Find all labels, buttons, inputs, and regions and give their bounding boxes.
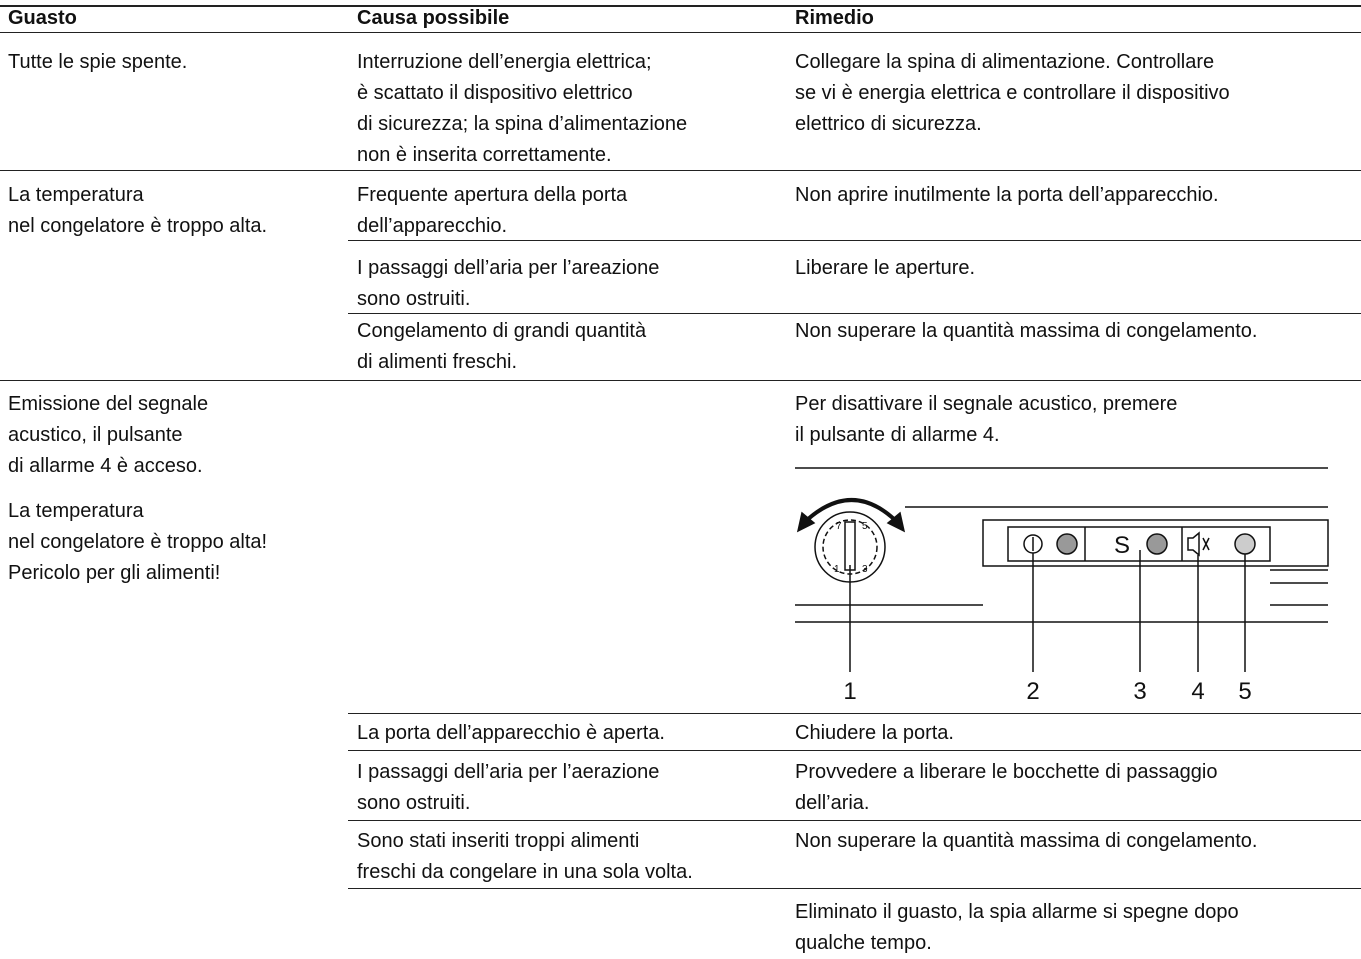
remedy: Non aprire inutilmente la porta dell’app… (795, 184, 1219, 206)
header: Rimedio (795, 7, 874, 29)
remedy: Collegare la spina di alimentazione. Con… (795, 51, 1230, 135)
dial-mark: 5 (862, 521, 868, 532)
dial-mark: 7 (836, 521, 842, 532)
cause: Sono stati inseriti troppi alimenti fres… (357, 830, 693, 883)
rule (0, 32, 1361, 33)
fault: La temperatura nel congelatore è troppo … (8, 184, 268, 237)
fault-note: La temperatura nel congelatore è troppo … (8, 500, 268, 584)
rule (348, 820, 1361, 821)
remedy: Non superare la quantità massima di cong… (795, 830, 1258, 852)
cause: I passaggi dell’aria per l’areazione son… (357, 257, 660, 310)
callout: 1 (843, 678, 856, 705)
cause: Frequente apertura della porta dell’appa… (357, 184, 628, 237)
remedy: Eliminato il guasto, la spia allarme si … (795, 901, 1239, 954)
header: Guasto (8, 7, 77, 29)
remedy: Provvedere a liberare le bocchette di pa… (795, 761, 1218, 814)
header: Causa possibile (357, 7, 510, 29)
callout: 3 (1133, 678, 1146, 705)
rule (348, 750, 1361, 751)
rule (348, 888, 1361, 889)
remedy: Per disattivare il segnale acustico, pre… (795, 393, 1178, 446)
cause: La porta dell’apparecchio è aperta. (357, 722, 665, 744)
callout: 5 (1238, 678, 1251, 705)
rule (0, 5, 1361, 7)
dial-mark: 1 (834, 564, 840, 575)
callout: 4 (1191, 678, 1204, 705)
remedy: Chiudere la porta. (795, 722, 954, 744)
dial-mark: 3 (862, 564, 868, 575)
rule (0, 170, 1361, 171)
rule (348, 240, 1361, 241)
remedy: Liberare le aperture. (795, 257, 976, 279)
fault: Emissione del segnale acustico, il pulsa… (8, 393, 209, 477)
rule (0, 380, 1361, 381)
cause: I passaggi dell’aria per l’aerazione son… (357, 761, 660, 814)
rule (348, 313, 1361, 314)
callout: 2 (1026, 678, 1039, 705)
fault: Tutte le spie spente. (8, 51, 188, 73)
rule (348, 713, 1361, 714)
cause: Interruzione dell’energia elettrica; è s… (357, 51, 688, 166)
cause: Congelamento di grandi quantità di alime… (357, 320, 647, 373)
button-label: S (1114, 532, 1130, 559)
remedy: Non superare la quantità massima di cong… (795, 320, 1258, 342)
